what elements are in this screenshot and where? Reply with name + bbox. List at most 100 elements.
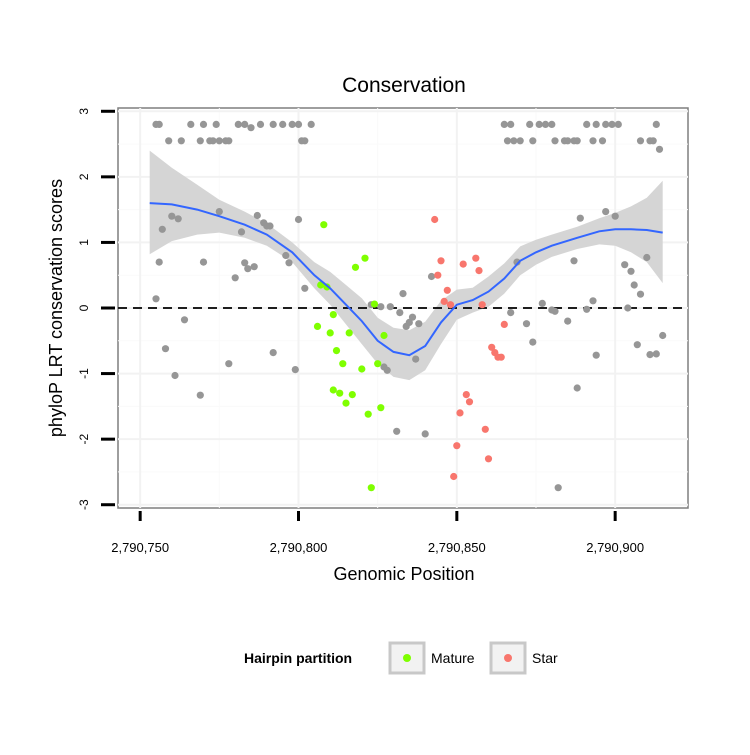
legend: Hairpin partition Mature Star xyxy=(244,641,558,675)
data-point-other xyxy=(510,137,518,145)
data-point-other xyxy=(196,391,204,399)
data-point-mature xyxy=(329,311,337,319)
data-point-other xyxy=(294,215,303,224)
data-point-star xyxy=(488,343,496,351)
data-point-mature xyxy=(339,360,347,368)
data-point-star xyxy=(443,286,451,294)
data-point-other xyxy=(583,305,591,313)
data-point-other xyxy=(427,272,436,281)
data-point-other xyxy=(538,299,546,307)
x-tick-label: 2,790,750 xyxy=(111,540,169,555)
data-point-star xyxy=(446,301,455,309)
data-point-other xyxy=(646,351,654,359)
data-point-mature xyxy=(329,386,337,394)
data-point-other xyxy=(215,208,223,216)
data-point-other xyxy=(643,253,651,262)
data-point-other xyxy=(602,120,610,128)
data-point-other xyxy=(554,484,562,492)
data-point-other xyxy=(573,137,581,145)
confidence-band-layer xyxy=(149,150,663,381)
data-point-other xyxy=(291,366,299,374)
data-point-other xyxy=(161,345,170,353)
data-point-other xyxy=(155,258,163,266)
data-point-mature xyxy=(358,365,366,373)
legend-label-mature: Mature xyxy=(431,650,475,666)
data-point-other xyxy=(237,228,246,236)
data-point-mature xyxy=(320,221,328,229)
data-point-other xyxy=(383,366,391,374)
axes-layer: 2,790,750 2,790,800 2,790,850 2,790,900 -3 -2… xyxy=(77,108,644,555)
data-point-star xyxy=(465,398,474,406)
data-point-mature xyxy=(370,300,379,308)
data-point-other xyxy=(253,211,261,220)
data-point-other xyxy=(250,263,258,271)
data-point-other xyxy=(507,309,515,317)
data-point-other xyxy=(583,120,591,128)
data-point-other xyxy=(535,120,543,128)
data-point-other xyxy=(621,261,629,269)
data-point-star xyxy=(450,472,458,481)
data-point-other xyxy=(564,317,572,325)
data-point-other xyxy=(513,258,521,266)
data-point-other xyxy=(234,120,242,128)
data-point-other xyxy=(570,257,578,265)
data-point-mature xyxy=(351,263,360,271)
y-tick-label: 3 xyxy=(77,108,91,115)
data-point-star xyxy=(475,267,483,275)
data-point-other xyxy=(279,120,287,128)
data-point-mature xyxy=(367,484,375,492)
data-point-other xyxy=(412,355,420,363)
data-point-other xyxy=(592,120,600,128)
data-point-other xyxy=(408,313,417,321)
data-point-other xyxy=(158,225,166,233)
smooth-line-layer xyxy=(149,202,663,357)
data-point-star xyxy=(437,257,445,265)
data-point-other xyxy=(174,215,182,223)
data-points-layer xyxy=(152,120,667,492)
data-point-star xyxy=(462,391,470,399)
data-point-other xyxy=(627,267,635,275)
legend-swatch-star xyxy=(504,654,512,662)
legend-title: Hairpin partition xyxy=(244,650,352,666)
data-point-other xyxy=(199,120,208,128)
data-point-other xyxy=(215,137,223,145)
data-point-other xyxy=(212,120,220,128)
data-point-other xyxy=(602,208,610,216)
data-point-mature xyxy=(342,399,350,407)
data-point-other xyxy=(282,251,290,260)
data-point-other xyxy=(630,281,638,289)
y-tick-label: 0 xyxy=(77,304,91,311)
data-point-other xyxy=(288,120,296,128)
data-point-other xyxy=(592,351,600,359)
data-point-other xyxy=(611,212,619,220)
data-point-other xyxy=(655,145,664,153)
data-point-other xyxy=(177,137,185,145)
data-point-other xyxy=(241,120,249,128)
data-point-other xyxy=(171,371,179,380)
legend-label-star: Star xyxy=(532,650,558,666)
data-point-other xyxy=(649,137,657,145)
data-point-star xyxy=(453,442,461,450)
data-point-other xyxy=(393,427,401,435)
data-point-mature xyxy=(380,331,388,340)
data-point-other xyxy=(529,338,537,346)
data-point-other xyxy=(285,259,293,267)
confidence-band xyxy=(149,150,663,381)
data-point-mature xyxy=(345,329,353,337)
y-tick-label: -2 xyxy=(77,433,91,444)
data-point-other xyxy=(614,120,622,128)
data-point-star xyxy=(497,353,505,361)
data-point-other xyxy=(231,274,239,282)
data-point-other xyxy=(247,124,255,132)
y-tick-label: 2 xyxy=(77,173,91,180)
data-point-star xyxy=(478,301,486,309)
data-point-other xyxy=(624,304,632,312)
x-tick-label: 2,790,800 xyxy=(270,540,328,555)
data-point-other xyxy=(548,120,556,128)
data-point-mature xyxy=(361,254,369,262)
data-point-other xyxy=(633,341,641,349)
data-point-other xyxy=(516,137,524,145)
data-point-mature xyxy=(364,410,372,418)
data-point-other xyxy=(244,265,252,273)
data-point-other xyxy=(564,137,572,145)
